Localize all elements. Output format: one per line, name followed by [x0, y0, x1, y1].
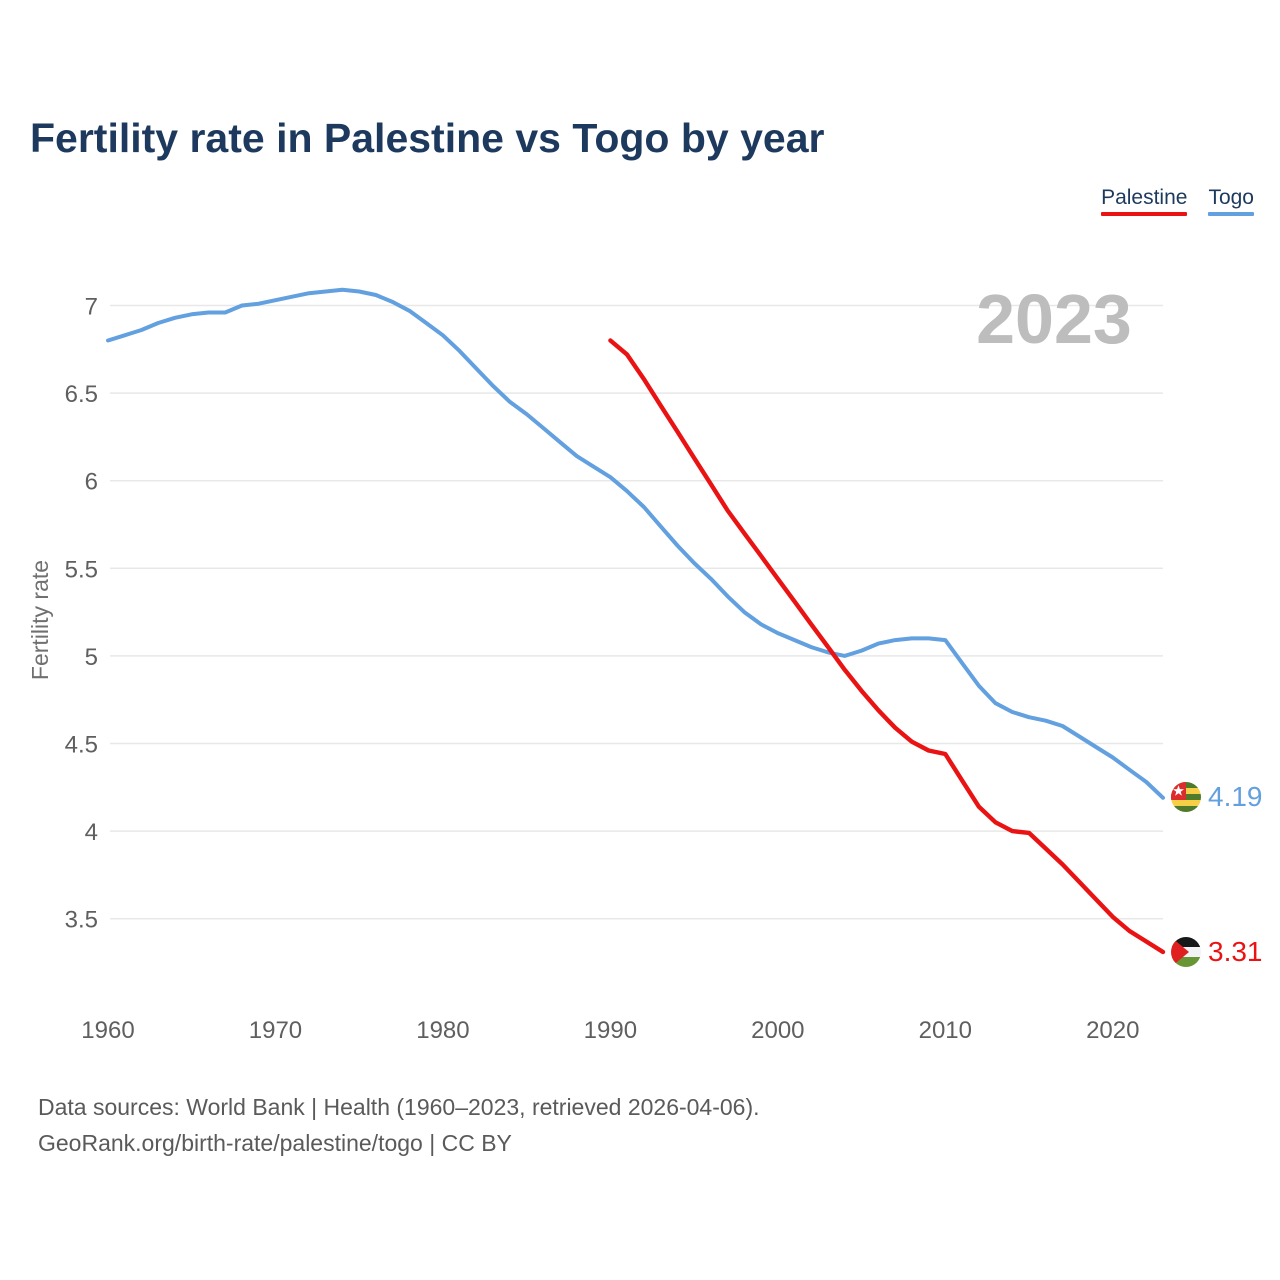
x-tick-label: 1990 [584, 1017, 637, 1044]
legend-item-palestine[interactable]: Palestine [1101, 186, 1188, 216]
gridlines [110, 304, 1163, 920]
y-axis-title: Fertility rate [27, 560, 53, 680]
end-value-togo: 4.19 [1208, 781, 1263, 812]
source-line-2: GeoRank.org/birth-rate/palestine/togo | … [38, 1130, 512, 1156]
end-value-palestine: 3.31 [1208, 936, 1263, 967]
x-tick-label: 2020 [1086, 1017, 1139, 1044]
legend-bar-palestine [1101, 212, 1188, 216]
x-tick-label: 2000 [751, 1017, 804, 1044]
source-line-1: Data sources: World Bank | Health (1960–… [38, 1094, 760, 1120]
y-axis-ticks: 7 6.5 6 5.5 5 4.5 4 3.5 [65, 294, 98, 934]
legend-item-togo[interactable]: Togo [1208, 186, 1254, 216]
page-title: Fertility rate in Palestine vs Togo by y… [30, 115, 825, 161]
legend-bar-togo [1208, 212, 1254, 216]
legend-label-togo: Togo [1208, 186, 1254, 209]
x-tick-label: 2010 [919, 1017, 972, 1044]
y-tick-label: 6 [85, 469, 98, 496]
series-line-togo [106, 287, 1165, 800]
y-tick-label: 5.5 [65, 556, 98, 583]
series-line-palestine [608, 338, 1166, 955]
source-note: Data sources: World Bank | Health (1960–… [38, 1089, 760, 1161]
legend-label-palestine: Palestine [1101, 186, 1188, 209]
x-tick-label: 1980 [416, 1017, 469, 1044]
togo-flag-icon [1171, 782, 1201, 812]
x-axis-ticks: 1960 1970 1980 1990 2000 2010 2020 [81, 1017, 1139, 1044]
x-tick-label: 1970 [249, 1017, 302, 1044]
x-tick-label: 1960 [81, 1017, 134, 1044]
y-tick-label: 7 [85, 294, 98, 321]
y-tick-label: 3.5 [65, 907, 98, 934]
y-tick-label: 5 [85, 644, 98, 671]
y-tick-label: 4 [85, 819, 98, 846]
legend: Palestine Togo [1101, 186, 1254, 216]
palestine-flag-icon [1171, 937, 1201, 967]
y-tick-label: 6.5 [65, 381, 98, 408]
watermark-year: 2023 [976, 280, 1132, 358]
y-tick-label: 4.5 [65, 732, 98, 759]
